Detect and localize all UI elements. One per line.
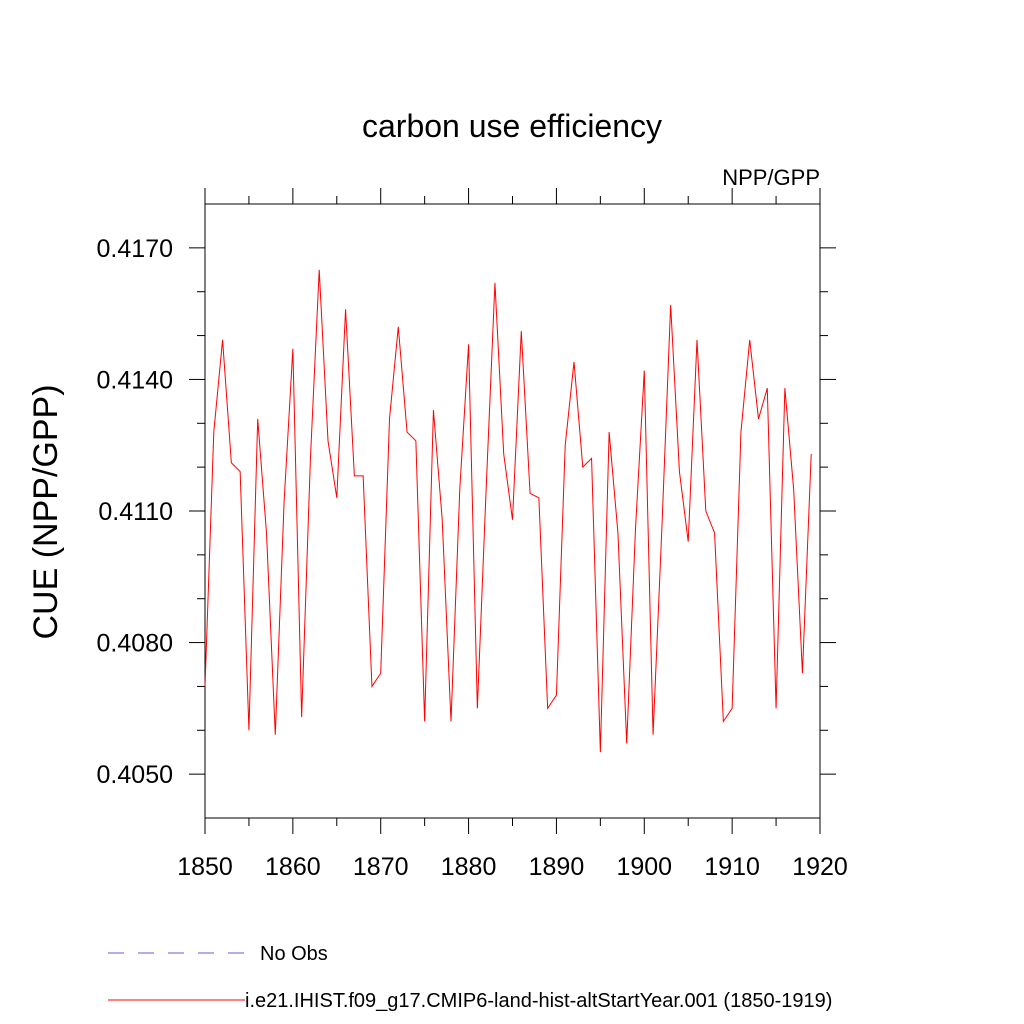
x-tick-label: 1920 (792, 853, 848, 881)
y-axis-ticks (189, 247, 836, 775)
y-tick-label: 0.4170 (97, 235, 173, 263)
series-group (204, 269, 812, 753)
chart-subtitle: NPP/GPP (722, 165, 820, 190)
x-tick-label: 1870 (353, 853, 409, 881)
x-tick-label: 1900 (616, 853, 672, 881)
series-line (204, 269, 812, 753)
y-tick-label: 0.4110 (98, 498, 173, 526)
legend: No Obs i.e21.IHIST.f09_g17.CMIP6-land-hi… (108, 943, 832, 1012)
y-tick-label: 0.4140 (97, 366, 173, 394)
chart-title: carbon use efficiency (362, 108, 662, 144)
x-tick-label: 1910 (704, 853, 760, 881)
y-tick-label: 0.4080 (97, 630, 173, 658)
x-tick-label: 1880 (441, 853, 497, 881)
legend-no-obs-label: No Obs (260, 943, 328, 965)
y-axis-tick-labels: 0.4050 0.4080 0.4110 0.4140 0.4170 (97, 235, 173, 789)
x-axis-ticks (204, 188, 821, 834)
x-tick-label: 1850 (177, 853, 233, 881)
x-axis-tick-labels: 1850 1860 1870 1880 1890 1900 1910 1920 (177, 853, 848, 881)
y-tick-label: 0.4050 (97, 761, 173, 789)
y-axis-label: CUE (NPP/GPP) (27, 384, 65, 639)
legend-series-label: i.e21.IHIST.f09_g17.CMIP6-land-hist-altS… (245, 990, 832, 1012)
x-tick-label: 1860 (265, 853, 321, 881)
x-tick-label: 1890 (529, 853, 585, 881)
